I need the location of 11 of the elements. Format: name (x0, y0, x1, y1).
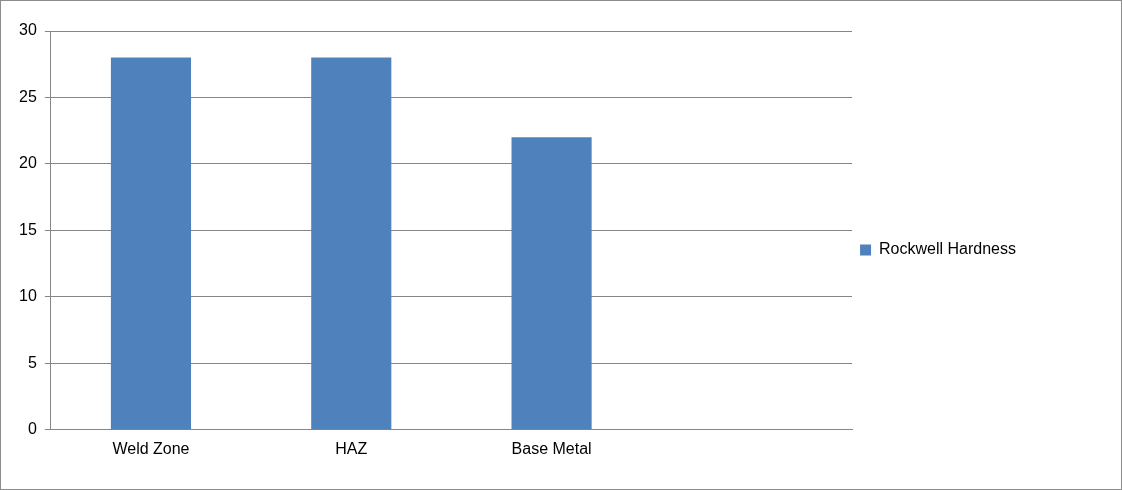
y-tick-label: 10 (19, 287, 37, 305)
y-tick-label: 0 (27, 420, 37, 438)
x-tick-label: Base Metal (511, 439, 592, 457)
x-tick-label: HAZ (335, 439, 368, 457)
y-tick-label: 30 (19, 21, 37, 39)
y-tick-label: 5 (27, 353, 37, 371)
y-tick-label: 15 (19, 220, 37, 238)
x-tick-label: Weld Zone (112, 439, 190, 457)
y-tick-label: 25 (19, 87, 37, 105)
y-tick-label: 20 (19, 154, 37, 172)
legend-label: Rockwell Hardness (879, 240, 1016, 258)
